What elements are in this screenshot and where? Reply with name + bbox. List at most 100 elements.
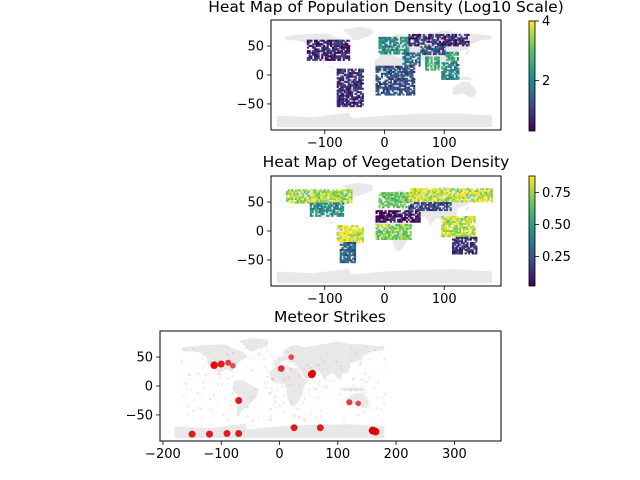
population-cell-7 [397, 65, 400, 68]
population-cell-8 [333, 53, 336, 56]
vegetation-cell-6 [385, 199, 388, 202]
population-cell-1 [440, 42, 443, 45]
vegetation-cell-6 [392, 200, 395, 203]
vegetation-cell-7 [415, 193, 418, 196]
vegetation-cell-0 [312, 201, 315, 204]
meteor-hotspot-0 [210, 361, 218, 370]
vegetation-cell-7 [426, 191, 429, 194]
vegetation-cell-2 [343, 225, 346, 228]
vegetation-cell-2 [345, 237, 348, 240]
meteor-background-cell [363, 410, 365, 413]
vegetation-cell-2 [352, 233, 355, 236]
population-cell-6 [450, 65, 453, 68]
population-cell-2 [406, 64, 409, 67]
vegetation-cell-6 [394, 193, 397, 196]
vegetation-cell-3 [343, 250, 346, 253]
population-cell-0 [396, 47, 399, 50]
population-cell-1 [415, 39, 418, 42]
population-cell-9 [343, 80, 346, 83]
vegetation-cell-1 [318, 207, 321, 210]
population-cell-6 [450, 69, 453, 72]
vegetation-cell-8 [415, 202, 418, 205]
vegetation-cell-10 [457, 248, 460, 251]
population-cell-8 [337, 44, 340, 47]
meteor-background-cell [282, 372, 285, 375]
population-cell-8 [331, 58, 334, 61]
vegetation-cell-10 [471, 236, 474, 239]
population-cell-6 [444, 62, 447, 65]
vegetation-cell-4 [400, 213, 403, 216]
vegetation-cell-0 [332, 194, 335, 197]
vegetation-cell-7 [412, 198, 415, 201]
vegetation-cell-5 [384, 236, 387, 239]
vegetation-cell-2 [356, 230, 359, 233]
population-cell-4 [446, 58, 449, 61]
population-cell-7 [386, 79, 389, 82]
population-cell-3 [435, 58, 438, 61]
meteor-background-cell [181, 384, 183, 387]
population-cell-0 [380, 50, 383, 53]
population-cell-7 [384, 86, 387, 89]
population-cell-7 [375, 79, 378, 82]
meteor-background-cell [275, 389, 278, 392]
vegetation-cell-1 [334, 206, 337, 209]
vegetation-cell-8 [435, 207, 438, 210]
vegetation-cell-10 [468, 252, 471, 255]
vegetation-cell-9 [462, 233, 465, 236]
vegetation-cell-10 [457, 250, 460, 253]
population-cell-6 [444, 70, 447, 73]
vegetation-cell-0 [302, 201, 305, 204]
population-cell-8 [333, 44, 336, 47]
vegetation-cell-4 [397, 210, 400, 213]
vegetation-cell-3 [345, 243, 348, 246]
population-cell-8 [312, 50, 315, 53]
population-cell-7 [386, 86, 389, 89]
population-cell-2 [409, 64, 412, 67]
population-cell-7 [377, 91, 380, 94]
meteor-hotspot-16 [235, 430, 243, 437]
population-cell-8 [323, 50, 326, 53]
vegetation-cell-9 [473, 215, 476, 218]
vegetation-cell-3 [343, 242, 346, 245]
meteor-background-cell [226, 354, 229, 357]
vegetation-cell-8 [433, 207, 436, 210]
population-cell-9 [360, 105, 363, 108]
vegetation-cell-0 [311, 192, 314, 195]
vegetation-cell-10 [459, 250, 462, 253]
vegetation-cell-10 [455, 252, 458, 255]
population-cell-8 [317, 48, 320, 51]
population-cell-9 [361, 87, 364, 90]
population-cell-9 [356, 91, 359, 94]
population-cell-8 [306, 43, 309, 46]
population-cell-2 [409, 62, 412, 65]
population-cell-9 [345, 98, 348, 101]
population-cell-8 [333, 43, 336, 46]
meteor-background-cell [211, 409, 213, 412]
vegetation-cell-7 [456, 188, 459, 191]
vegetation-cell-3 [341, 252, 344, 255]
meteor-background-cell [312, 378, 315, 381]
vegetation-cell-6 [398, 199, 401, 202]
vegetation-cell-7 [453, 200, 456, 203]
population-cell-8 [310, 57, 313, 60]
population-cell-9 [352, 72, 355, 75]
vegetation-cell-8 [435, 209, 438, 212]
vegetation-cell-1 [311, 214, 314, 217]
population-cell-6 [441, 62, 444, 65]
population-cell-8 [317, 43, 320, 46]
vegetation-cell-0 [337, 192, 340, 195]
population-cell-1 [449, 40, 452, 43]
vegetation-cell-6 [403, 197, 406, 200]
population-cell-7 [400, 91, 403, 94]
meteor-hotspot-1 [217, 360, 225, 368]
population-cell-3 [437, 68, 440, 71]
population-cell-1 [458, 42, 461, 45]
population-cell-7 [407, 93, 410, 96]
vegetation-cell-9 [469, 219, 472, 222]
vegetation-cell-4 [391, 215, 394, 218]
population-cell-7 [380, 91, 383, 94]
vegetation-cell-6 [385, 197, 388, 200]
vegetation-cell-7 [420, 191, 423, 194]
population-cell-9 [358, 75, 361, 78]
population-cell-9 [345, 94, 348, 97]
